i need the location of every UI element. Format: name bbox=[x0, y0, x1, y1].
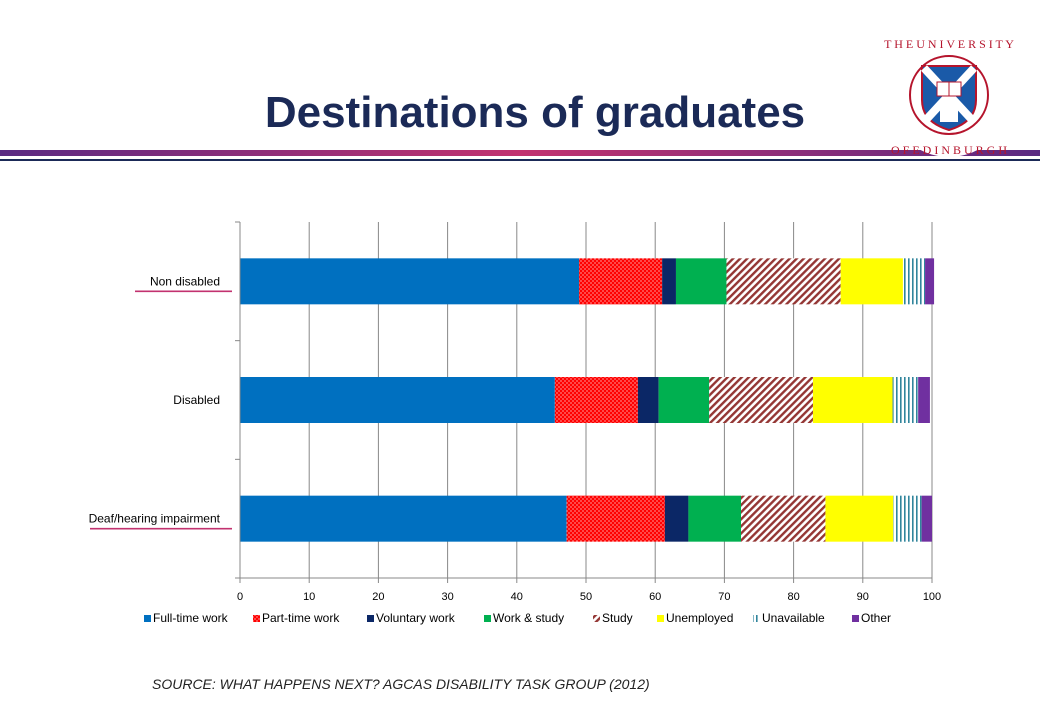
bar-segment-voluntary-work bbox=[664, 495, 689, 542]
bar-segment-unavailable bbox=[892, 377, 919, 423]
bar-segment-other bbox=[918, 377, 930, 423]
legend-swatch bbox=[253, 615, 260, 622]
bar-segment-unemployed bbox=[825, 495, 894, 542]
x-tick-label: 70 bbox=[718, 591, 730, 603]
x-tick-label: 30 bbox=[441, 591, 453, 603]
page-title: Destinations of graduates bbox=[264, 88, 806, 137]
x-tick-label: 60 bbox=[649, 591, 661, 603]
bar-segment-part-time-work bbox=[554, 377, 638, 423]
bar-segment-unavailable bbox=[902, 258, 926, 305]
bar-segment-unavailable bbox=[893, 495, 922, 542]
x-tick-label: 100 bbox=[923, 591, 941, 603]
university-logo: T H E U N I V E R S I T Y O F E D I N B … bbox=[884, 33, 1014, 157]
bar-segment-full-time-work bbox=[240, 377, 555, 423]
bar-segment-voluntary-work bbox=[662, 258, 676, 305]
source-note: SOURCE: WHAT HAPPENS NEXT? AGCAS DISABIL… bbox=[152, 676, 650, 692]
legend-label: Unemployed bbox=[666, 611, 733, 625]
x-tick-label: 80 bbox=[787, 591, 799, 603]
category-labels: Non disabled Disabled Deaf/hearing impairm… bbox=[89, 274, 232, 530]
bar-segment-study bbox=[741, 495, 826, 542]
svg-text:T H E U N I V E R S I T Y: T H E U N I V E R S I T Y bbox=[884, 37, 1014, 51]
bar-segment-other bbox=[925, 258, 935, 305]
svg-text:O F E D I N B U R G H: O F E D I N B U R G H bbox=[891, 143, 1007, 157]
legend-swatch bbox=[657, 615, 664, 622]
bar-segment-other bbox=[921, 495, 932, 542]
legend-label: Study bbox=[602, 611, 633, 625]
x-tick-label: 20 bbox=[372, 591, 384, 603]
legend-label: Unavailable bbox=[762, 611, 825, 625]
bar-segment-part-time-work bbox=[566, 495, 665, 542]
bar-segment-study bbox=[726, 258, 841, 305]
category-label: Disabled bbox=[173, 393, 220, 407]
bar-segment-study bbox=[709, 377, 813, 423]
legend-label: Full-time work bbox=[153, 611, 229, 625]
bar-segment-part-time-work bbox=[579, 258, 663, 305]
bar-segment-full-time-work bbox=[240, 495, 567, 542]
bar-segment-voluntary-work bbox=[637, 377, 659, 423]
category-label: Non disabled bbox=[150, 274, 220, 288]
legend-label: Work & study bbox=[493, 611, 564, 625]
x-tick-label: 90 bbox=[857, 591, 869, 603]
bar-segment-work-study bbox=[688, 495, 742, 542]
x-tick-label: 10 bbox=[303, 591, 315, 603]
legend-swatch bbox=[367, 615, 374, 622]
legend-swatch bbox=[484, 615, 491, 622]
bar-segment-unemployed bbox=[812, 377, 893, 423]
legend: Full-time work Part-time work Voluntary wo… bbox=[144, 611, 891, 625]
bar-segment-work-study bbox=[675, 258, 727, 305]
bar-segment-work-study bbox=[658, 377, 710, 423]
legend-swatch bbox=[852, 615, 859, 622]
title-divider bbox=[0, 150, 1040, 161]
legend-swatch bbox=[593, 615, 600, 622]
x-tick-label: 50 bbox=[580, 591, 592, 603]
legend-label: Voluntary work bbox=[376, 611, 456, 625]
x-tick-label: 40 bbox=[511, 591, 523, 603]
x-tick-label: 0 bbox=[237, 591, 243, 603]
bar-segment-unemployed bbox=[840, 258, 903, 305]
legend-label: Other bbox=[861, 611, 891, 625]
legend-label: Part-time work bbox=[262, 611, 340, 625]
legend-swatch bbox=[753, 615, 760, 622]
legend-swatch bbox=[144, 615, 151, 622]
bar-series bbox=[240, 258, 935, 542]
category-label: Deaf/hearing impairment bbox=[89, 512, 221, 526]
bar-segment-full-time-work bbox=[240, 258, 580, 305]
axes: 0 10 20 30 40 50 60 70 80 90 100 bbox=[235, 221, 941, 603]
